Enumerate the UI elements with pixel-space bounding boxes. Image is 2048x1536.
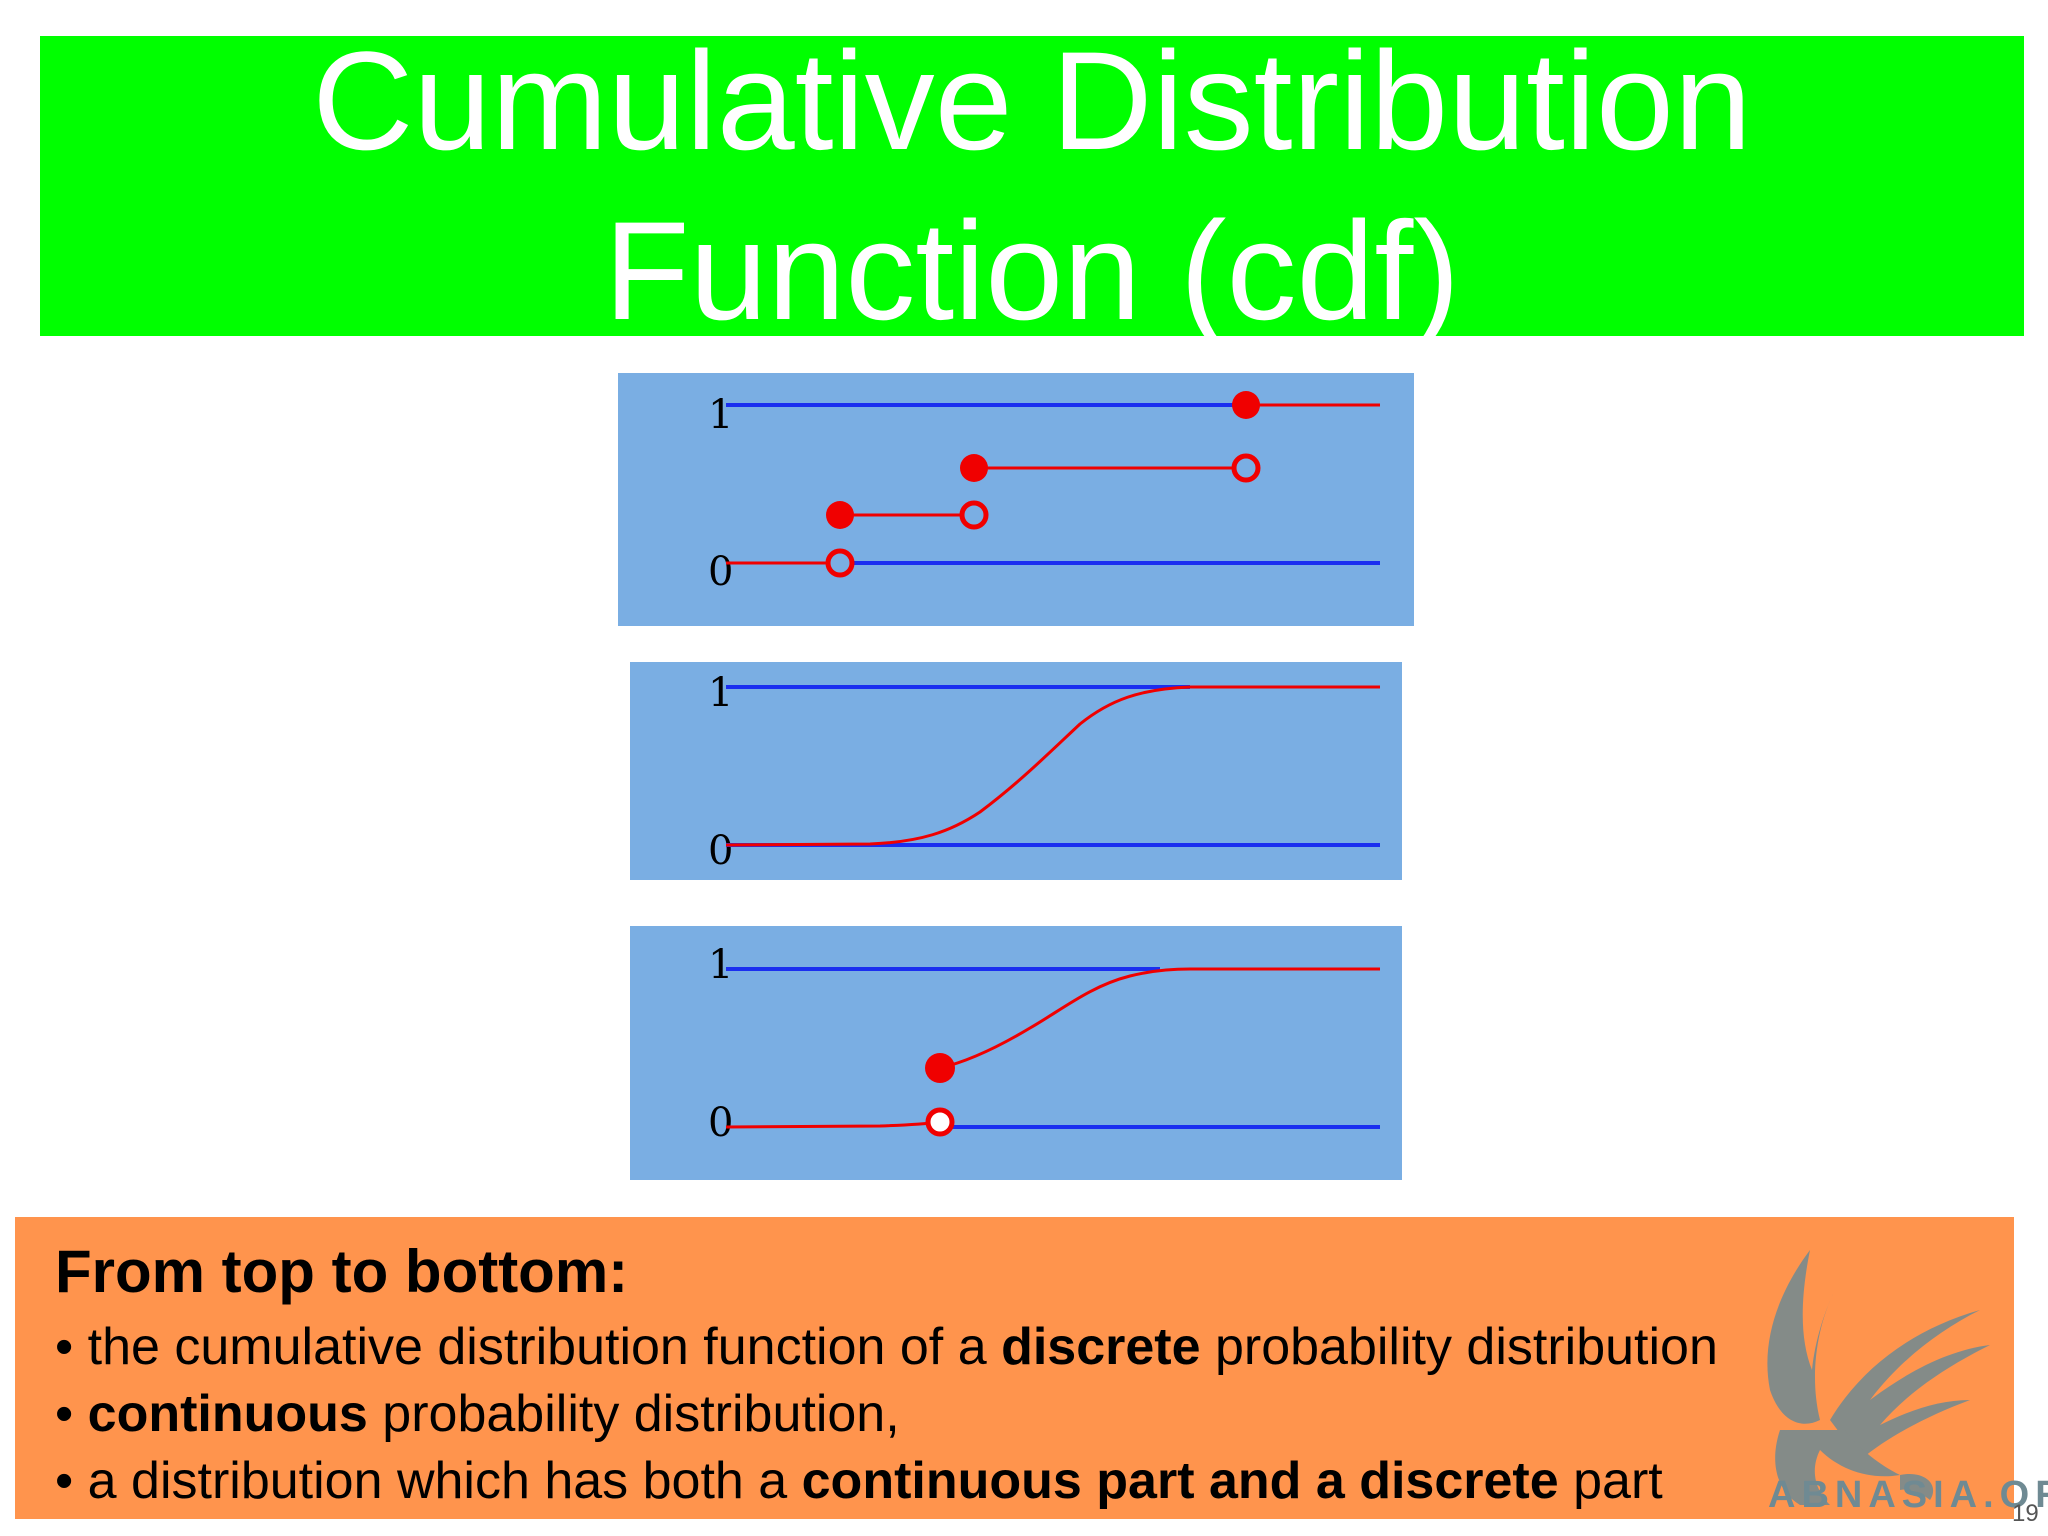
title-banner: Cumulative Distribution Function (cdf) xyxy=(40,22,2024,349)
griffin-logo-icon xyxy=(1767,1250,1990,1505)
closed-point xyxy=(826,501,854,529)
caption-bullet-discrete: • the cumulative distribution function o… xyxy=(55,1317,1718,1377)
tick-label-zero: 0 xyxy=(708,828,733,874)
bullet: • xyxy=(55,1385,88,1443)
caption-heading: From top to bottom: xyxy=(55,1238,629,1305)
caption-text: probability distribution xyxy=(1200,1318,1718,1376)
caption-emphasis: continuous part and a discrete xyxy=(801,1452,1559,1510)
open-point xyxy=(925,1107,955,1137)
cdf-curve-right xyxy=(939,967,1380,1070)
panel-background xyxy=(618,373,1414,626)
caption-text: part xyxy=(1558,1452,1663,1510)
closed-point xyxy=(1232,391,1260,419)
bullet: • xyxy=(55,1452,88,1510)
closed-point xyxy=(960,454,988,482)
title-line-2: Function (cdf) xyxy=(604,192,1460,349)
tick-label-zero: 0 xyxy=(708,549,733,595)
caption-text: the cumulative distribution function of … xyxy=(87,1318,1002,1376)
caption-bullet-continuous: • continuous probability distribution, xyxy=(55,1384,900,1444)
tick-label-one: 1 xyxy=(708,942,733,988)
open-point xyxy=(1231,453,1261,483)
discrete-cdf-diagram: 1 0 xyxy=(618,373,1414,626)
slide-number: 19 xyxy=(2012,1500,2039,1527)
caption-emphasis: continuous xyxy=(87,1385,368,1443)
watermark-text: ABNASIA.ORG xyxy=(1768,1474,2048,1516)
tick-label-one: 1 xyxy=(708,392,733,438)
mixed-cdf-diagram: 1 0 xyxy=(630,926,1402,1180)
open-point xyxy=(959,500,989,530)
closed-point xyxy=(925,1053,955,1083)
caption-bullet-mixed: • a distribution which has both a contin… xyxy=(55,1451,1663,1511)
cdf-curve xyxy=(725,685,1380,847)
open-point xyxy=(825,548,855,578)
panel-background xyxy=(630,926,1402,1180)
title-line-1: Cumulative Distribution xyxy=(312,22,1752,179)
tick-label-zero: 0 xyxy=(708,1100,733,1146)
tick-label-one: 1 xyxy=(708,670,733,716)
bullet: • xyxy=(55,1318,88,1376)
caption-text: a distribution which has both a xyxy=(87,1452,802,1510)
caption-emphasis: discrete xyxy=(1001,1318,1201,1376)
continuous-cdf-diagram: 1 0 xyxy=(630,662,1402,880)
panel-background xyxy=(630,662,1402,880)
caption-box: From top to bottom: • the cumulative dis… xyxy=(15,1217,2014,1519)
caption-text: probability distribution, xyxy=(367,1385,900,1443)
